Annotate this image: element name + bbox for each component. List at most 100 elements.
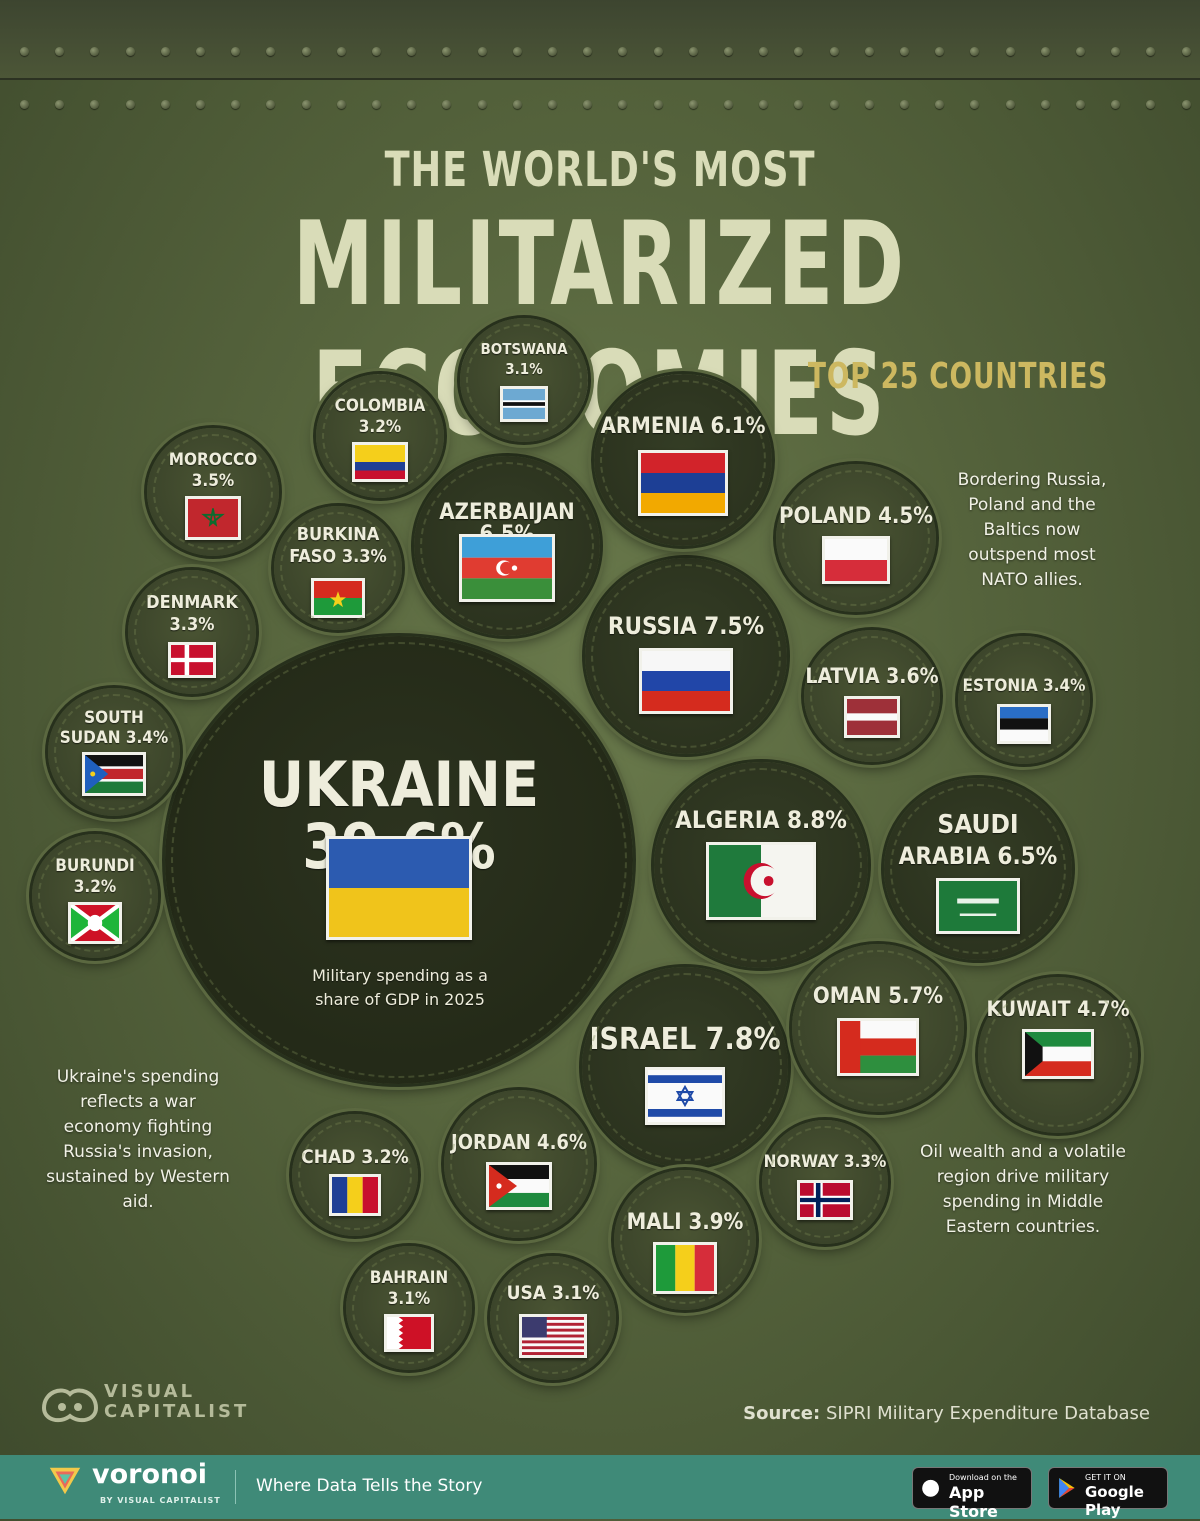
google-play-icon	[1059, 1478, 1075, 1498]
rivet-icon	[336, 100, 346, 109]
patch-usa: USA 3.1%	[490, 1256, 616, 1380]
rivet-icon	[548, 47, 557, 56]
visual-capitalist-logo-icon	[41, 1388, 99, 1423]
source-text: SIPRI Military Expenditure Database	[825, 1403, 1150, 1424]
rivet-icon	[724, 100, 733, 109]
country-label: ESTONIA 3.4%	[962, 676, 1086, 696]
country-label-line1: SAUDI	[937, 810, 1019, 840]
app-store-small: Download on the	[949, 1473, 1017, 1482]
rivet-icon	[20, 100, 29, 109]
country-label-line2: 3.3%	[169, 614, 215, 635]
rivet-icon	[864, 100, 874, 109]
flag-latvia-icon	[844, 696, 900, 738]
flag-poland-icon	[822, 536, 890, 584]
app-store-button[interactable]: ● Download on the App Store	[912, 1467, 1032, 1521]
patch-armenia: ARMENIA 6.1%	[594, 374, 772, 546]
vc-line2: CAPITALIST	[104, 1401, 250, 1422]
voronoi-byline: BY VISUAL CAPITALIST	[100, 1496, 221, 1505]
patch-morocco: MOROCCO 3.5%	[147, 428, 279, 556]
rivet-icon	[935, 47, 945, 56]
flag-morocco-icon	[185, 496, 241, 540]
note-baltics: Bordering Russia, Poland and the Baltics…	[957, 470, 1107, 590]
rivet-icon	[864, 47, 874, 56]
flag-algeria-icon	[706, 842, 816, 920]
rivet-icon	[724, 47, 733, 56]
patch-burkina-faso: BURKINA FASO 3.3%	[274, 506, 402, 630]
visual-capitalist-wordmark: VISUAL CAPITALIST	[104, 1382, 249, 1422]
rivet-icon	[372, 47, 381, 56]
country-label-line1: BOTSWANA	[480, 340, 568, 358]
rivet-icon	[266, 47, 276, 56]
patch-burundi: BURUNDI 3.2%	[32, 834, 158, 958]
patch-israel: ISRAEL 7.8%	[582, 967, 788, 1167]
country-label: USA 3.1%	[506, 1282, 600, 1304]
rivet-icon	[1076, 47, 1085, 56]
voronoi-wordmark[interactable]: voronoi	[92, 1459, 208, 1490]
rivet-icon	[442, 47, 452, 56]
flag-denmark-icon	[168, 642, 216, 678]
rivet-icon	[407, 100, 417, 109]
rivet-icon	[372, 100, 381, 109]
patch-bahrain: BAHRAIN 3.1%	[346, 1246, 472, 1370]
rivet-icon	[125, 47, 135, 56]
rivet-icon	[20, 47, 29, 56]
country-label: KUWAIT 4.7%	[986, 997, 1130, 1021]
patch-ukraine: UKRAINE 39.6% Military spending as a sha…	[165, 636, 633, 1084]
country-label-line1: MOROCCO	[168, 450, 258, 470]
country-label-line2: 3.1%	[387, 1289, 431, 1309]
footer-tagline: Where Data Tells the Story	[256, 1476, 483, 1496]
flag-armenia-icon	[638, 450, 728, 516]
rivet-icon	[583, 100, 593, 109]
rivet-icon	[231, 100, 241, 109]
flag-estonia-icon	[997, 704, 1051, 744]
country-label: MALI 3.9%	[626, 1210, 744, 1235]
flag-oman-icon	[837, 1018, 919, 1076]
app-store-big: App Store	[949, 1483, 998, 1521]
rivet-icon	[55, 47, 65, 56]
country-label: ARMENIA 6.1%	[600, 414, 766, 439]
rivet-icon	[759, 100, 769, 109]
rivet-icon	[688, 47, 698, 56]
patch-estonia: ESTONIA 3.4%	[958, 636, 1090, 764]
country-label: OMAN 5.7%	[812, 984, 944, 1009]
flag-jordan-icon	[486, 1162, 552, 1210]
country-label: LATVIA 3.6%	[805, 664, 939, 688]
patch-azerbaijan: AZERBAIJAN 6.5%	[414, 456, 600, 636]
source-label: Source:	[743, 1403, 821, 1424]
country-label: CHAD 3.2%	[301, 1146, 409, 1168]
country-label: POLAND 4.5%	[778, 504, 934, 529]
country-label-line1: DENMARK	[146, 592, 238, 613]
country-label: JORDAN 4.6%	[451, 1130, 587, 1154]
rivet-icon	[1040, 100, 1050, 109]
rivet-icon	[1040, 47, 1050, 56]
google-play-button[interactable]: GET IT ON Google Play	[1048, 1467, 1168, 1519]
rivet-icon	[90, 100, 100, 109]
ukraine-caption: Military spending as a share of GDP in 2…	[312, 966, 488, 1009]
rivet-icon	[90, 47, 100, 56]
patch-latvia: LATVIA 3.6%	[804, 630, 940, 762]
rivet-icon	[970, 100, 980, 109]
patch-saudi-arabia: SAUDI ARABIA 6.5%	[884, 778, 1072, 960]
rivet-icon	[301, 100, 311, 109]
country-label: ALGERIA 8.8%	[675, 806, 847, 834]
apple-icon: ●	[921, 1475, 941, 1500]
country-label: ISRAEL 7.8%	[589, 1022, 781, 1057]
title-line-1: THE WORLD'S MOST	[384, 142, 816, 198]
patch-algeria: ALGERIA 8.8%	[654, 762, 868, 968]
vc-line1: VISUAL	[104, 1381, 196, 1402]
note-ukraine: Ukraine's spending reflects a war econom…	[46, 1067, 230, 1212]
flag-ukraine-icon	[326, 836, 472, 940]
rivet-icon	[442, 100, 452, 109]
flag-azerbaijan-icon	[459, 534, 555, 602]
patch-south-sudan: SOUTH SUDAN 3.4%	[48, 688, 180, 816]
rivet-icon	[196, 47, 205, 56]
country-label-line1: BURKINA	[296, 524, 380, 545]
rivet-icon	[1181, 47, 1191, 56]
rivet-icon	[548, 100, 557, 109]
flag-norway-icon	[797, 1180, 853, 1220]
rivet-icon	[160, 100, 170, 109]
rivet-row	[0, 47, 1200, 59]
country-label-line2: 3.2%	[358, 417, 402, 437]
country-label-line2: FASO 3.3%	[289, 546, 387, 567]
rivet-icon	[1005, 47, 1015, 56]
